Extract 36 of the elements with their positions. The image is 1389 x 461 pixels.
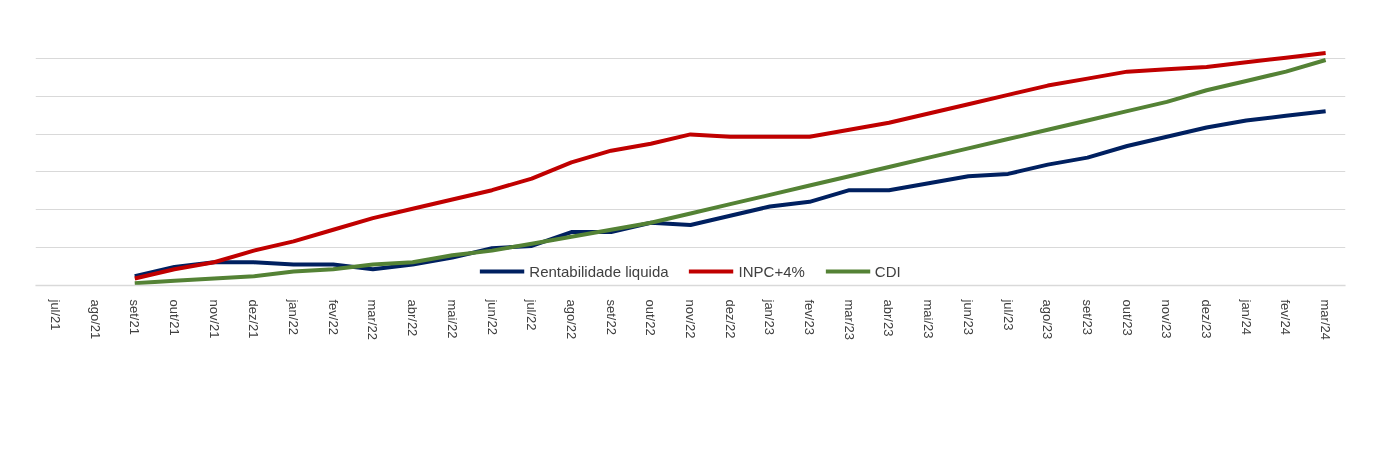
x-tick-label: set/22 <box>603 299 619 335</box>
legend-label: INPC+4% <box>738 262 805 280</box>
x-tick-label: ago/21 <box>87 299 103 340</box>
x-tick-label: fev/23 <box>802 299 818 335</box>
x-tick-label: jan/24 <box>1238 298 1254 335</box>
x-tick-label: mai/23 <box>921 299 937 339</box>
x-tick-label: fev/24 <box>1278 299 1294 335</box>
x-tick-label: dez/23 <box>1199 299 1215 339</box>
x-tick-label: out/21 <box>166 299 182 336</box>
legend-label: Rentabilidade liquida <box>529 262 669 280</box>
x-tick-label: fev/22 <box>325 299 341 335</box>
x-tick-label: nov/23 <box>1159 299 1175 339</box>
x-tick-label: set/21 <box>127 299 143 335</box>
x-tick-label: ago/22 <box>563 299 579 340</box>
x-tick-label: mar/23 <box>841 299 857 340</box>
x-tick-label: ago/23 <box>1040 299 1056 340</box>
x-tick-label: mar/24 <box>1318 299 1334 340</box>
x-tick-label: out/22 <box>643 299 659 336</box>
x-tick-label: jul/23 <box>1000 298 1016 331</box>
x-tick-label: mai/22 <box>444 299 460 339</box>
x-tick-label: nov/21 <box>206 299 222 339</box>
x-tick-label: out/23 <box>1119 299 1135 336</box>
x-tick-label: jul/22 <box>524 298 540 331</box>
x-tick-label: dez/22 <box>722 299 738 339</box>
x-tick-label: jan/22 <box>286 298 302 335</box>
x-tick-label: jul/21 <box>47 298 63 331</box>
legend-label: CDI <box>874 262 901 280</box>
x-tick-label: dez/21 <box>246 299 262 339</box>
x-tick-label: jun/22 <box>484 298 500 335</box>
x-tick-label: nov/22 <box>683 299 698 339</box>
x-tick-label: set/23 <box>1079 299 1095 335</box>
x-tick-label: mar/22 <box>365 299 381 340</box>
x-tick-label: abr/23 <box>881 299 897 337</box>
x-tick-label: abr/22 <box>405 299 421 337</box>
x-tick-label: jan/23 <box>762 298 778 335</box>
x-tick-label: jun/23 <box>960 298 976 335</box>
